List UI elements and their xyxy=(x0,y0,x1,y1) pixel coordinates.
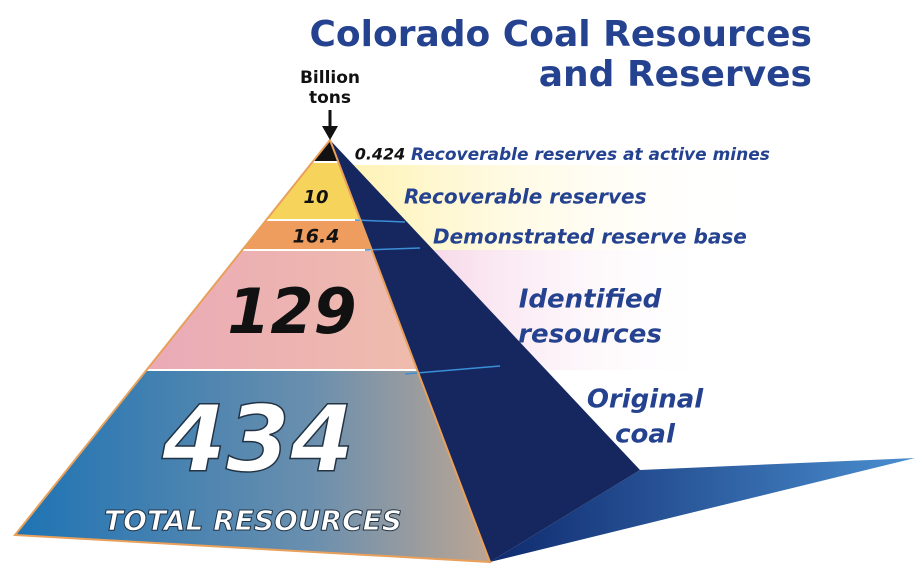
title: and Reserves xyxy=(539,54,812,95)
value: 16.4 xyxy=(293,226,340,248)
layer-label: coal xyxy=(615,420,676,450)
title: Colorado Coal Resources xyxy=(310,14,813,55)
layer-label: Recoverable reserves xyxy=(404,185,647,209)
layer-label: Identified xyxy=(519,285,662,315)
layer-label: Demonstrated reserve base xyxy=(433,225,747,249)
value: 0.424 xyxy=(355,145,406,164)
value: 434 xyxy=(161,385,354,492)
total-label: TOTAL RESOURCES xyxy=(104,504,402,537)
layer-label: resources xyxy=(518,320,662,350)
unit: tons xyxy=(309,88,351,108)
unit: Billion xyxy=(300,68,360,88)
pyramid-infographic: Colorado Coal Resources and Reserves Bil… xyxy=(0,0,920,566)
value: 129 xyxy=(227,275,356,348)
arrow-head xyxy=(322,126,338,140)
layer-label: Recoverable reserves at active mines xyxy=(411,145,770,165)
value: 10 xyxy=(303,187,328,208)
layer-label: Original xyxy=(587,385,704,415)
